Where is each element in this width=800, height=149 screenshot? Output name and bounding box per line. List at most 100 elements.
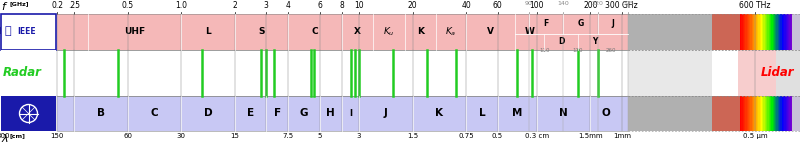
Text: $K_a$: $K_a$: [446, 26, 457, 38]
Bar: [1, 14, 56, 50]
Bar: [774, 14, 776, 50]
Bar: [761, 96, 762, 131]
Text: 1.0: 1.0: [175, 1, 187, 10]
Text: $f$: $f$: [1, 0, 8, 12]
Bar: [748, 14, 750, 50]
Bar: [779, 14, 781, 50]
Bar: [742, 96, 743, 131]
Bar: [744, 14, 746, 50]
Bar: [766, 14, 768, 50]
Text: C: C: [312, 28, 318, 37]
Bar: [742, 14, 743, 50]
Text: 0.5: 0.5: [492, 133, 503, 139]
Bar: [57, 50, 628, 96]
Bar: [759, 96, 762, 131]
Text: 140: 140: [557, 1, 569, 6]
Text: VHF: VHF: [0, 28, 10, 37]
Bar: [753, 96, 755, 131]
Text: 0.3 cm: 0.3 cm: [525, 133, 549, 139]
Text: UHF: UHF: [124, 28, 146, 37]
Bar: [746, 96, 747, 131]
Bar: [780, 14, 782, 50]
Bar: [628, 50, 712, 96]
Bar: [628, 14, 712, 50]
Text: 0.2: 0.2: [51, 1, 63, 10]
Bar: [752, 96, 754, 131]
Bar: [765, 14, 766, 50]
Text: 1mm: 1mm: [613, 133, 630, 139]
Bar: [755, 14, 758, 50]
Bar: [788, 14, 790, 50]
Text: [cm]: [cm]: [9, 133, 25, 138]
Text: 15: 15: [230, 133, 239, 139]
Bar: [754, 14, 756, 50]
Text: 200: 200: [583, 1, 598, 10]
Bar: [777, 96, 778, 131]
Text: $K_u$: $K_u$: [383, 26, 394, 38]
Bar: [757, 14, 758, 50]
Text: 100: 100: [530, 1, 544, 10]
Bar: [780, 96, 782, 131]
Bar: [775, 96, 777, 131]
Text: X: X: [354, 28, 361, 37]
Bar: [749, 96, 751, 131]
Bar: [628, 96, 712, 131]
Bar: [790, 14, 793, 50]
Bar: [712, 96, 740, 131]
Text: D: D: [204, 108, 212, 118]
Text: 170: 170: [573, 48, 583, 53]
Bar: [742, 96, 744, 131]
Bar: [758, 96, 760, 131]
Text: G: G: [578, 20, 583, 28]
Text: 7.5: 7.5: [283, 133, 294, 139]
Text: 0.75: 0.75: [458, 133, 474, 139]
Text: 3: 3: [264, 1, 269, 10]
Text: 60: 60: [493, 1, 502, 10]
Text: V: V: [487, 28, 494, 37]
Text: 110: 110: [539, 48, 550, 53]
Bar: [1, 50, 56, 96]
Bar: [752, 14, 754, 50]
Bar: [1, 96, 56, 131]
Bar: [790, 14, 791, 50]
Bar: [765, 96, 766, 131]
Text: I: I: [349, 109, 352, 118]
Bar: [740, 14, 742, 50]
Bar: [749, 14, 751, 50]
Text: 220: 220: [592, 1, 604, 6]
Bar: [57, 96, 628, 131]
Bar: [771, 14, 773, 50]
Text: 10: 10: [354, 1, 364, 10]
Text: 0.5 μm: 0.5 μm: [742, 133, 767, 139]
Text: L: L: [205, 28, 211, 37]
Bar: [755, 96, 758, 131]
Text: F: F: [543, 20, 549, 28]
Bar: [757, 96, 758, 131]
Text: H: H: [326, 108, 335, 118]
Bar: [777, 14, 778, 50]
Bar: [767, 96, 769, 131]
Bar: [748, 96, 750, 131]
Bar: [57, 14, 628, 50]
Bar: [762, 96, 764, 131]
Bar: [784, 96, 786, 131]
Bar: [774, 96, 776, 131]
Text: 600 THz: 600 THz: [739, 1, 770, 10]
Text: K: K: [417, 28, 424, 37]
Bar: [746, 96, 748, 131]
Bar: [758, 14, 760, 50]
Bar: [788, 96, 790, 131]
Bar: [790, 96, 793, 131]
Text: 260: 260: [606, 48, 616, 53]
Text: 30: 30: [177, 133, 186, 139]
Bar: [763, 14, 765, 50]
Bar: [778, 96, 779, 131]
Text: 0.5: 0.5: [122, 1, 134, 10]
Text: 325: 325: [622, 1, 634, 6]
Text: C: C: [150, 108, 158, 118]
Text: L: L: [478, 108, 485, 118]
Text: Lidar: Lidar: [761, 66, 794, 80]
Bar: [770, 14, 772, 50]
Bar: [783, 96, 785, 131]
Text: 6: 6: [318, 1, 322, 10]
